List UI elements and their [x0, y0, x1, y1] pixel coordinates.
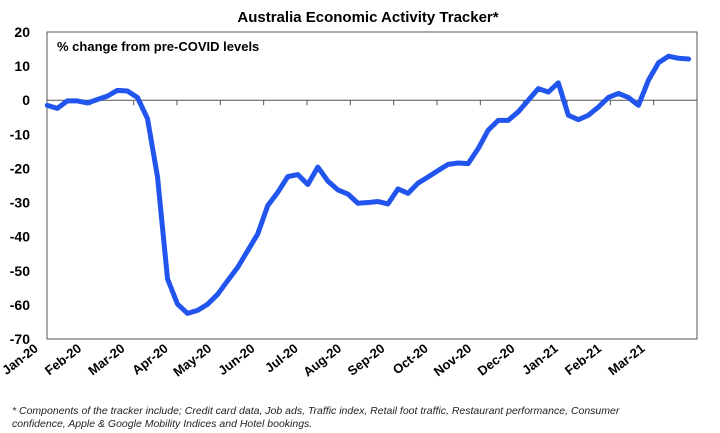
chart-title: Australia Economic Activity Tracker* [237, 9, 498, 26]
x-tick-label: Jul-20 [262, 341, 301, 376]
x-tick-label: Mar-20 [85, 341, 127, 379]
y-tick-label: -20 [10, 160, 30, 176]
x-tick-label: Jan-21 [519, 341, 561, 378]
x-tick-label: Mar-21 [605, 341, 647, 379]
footnote-line-1: * Components of the tracker include; Cre… [12, 405, 620, 417]
plot-area [46, 31, 698, 340]
y-tick-label: -40 [10, 229, 30, 245]
x-tick-label: Aug-20 [300, 341, 344, 380]
x-tick-label: Nov-20 [431, 341, 474, 380]
x-tick-label: Apr-20 [129, 341, 171, 378]
y-tick-label: -70 [10, 331, 30, 347]
activity-tracker-line [44, 53, 692, 316]
x-tick-label: Feb-20 [42, 341, 84, 379]
x-tick-label: Dec-20 [475, 341, 518, 379]
y-tick-label: 10 [14, 58, 30, 74]
x-tick-label: May-20 [170, 341, 214, 380]
y-tick-label: -10 [10, 126, 30, 142]
y-tick-label: -50 [10, 263, 30, 279]
x-tick-label: Oct-20 [390, 341, 431, 378]
y-tick-label: 0 [22, 92, 30, 108]
y-tick-label: -30 [10, 195, 30, 211]
chart-subtitle: % change from pre-COVID levels [57, 39, 259, 54]
x-tick-label: Feb-21 [562, 341, 604, 379]
footnote-line-2: confidence, Apple & Google Mobility Indi… [12, 418, 312, 430]
y-tick-label: -60 [10, 297, 30, 313]
x-tick-label: Sep-20 [345, 341, 388, 379]
x-tick-label: Jun-20 [215, 341, 257, 379]
y-tick-label: 20 [14, 24, 30, 40]
